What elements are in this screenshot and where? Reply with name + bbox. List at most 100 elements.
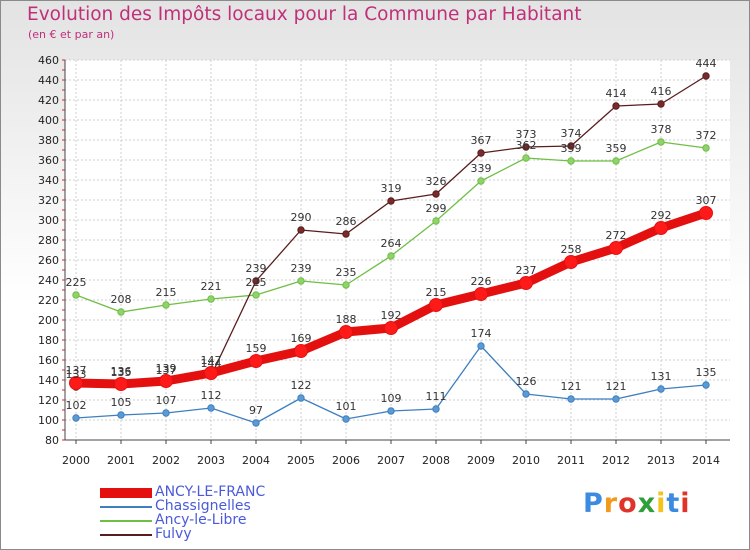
y-tick-label: 240: [38, 274, 59, 287]
legend-swatch: [100, 534, 152, 536]
x-tick-label: 2008: [422, 454, 450, 467]
data-point: [387, 252, 395, 260]
x-tick-label: 2011: [557, 454, 585, 467]
data-label: 137: [156, 364, 177, 377]
y-tick-label: 460: [38, 54, 59, 67]
x-tick-label: 2006: [332, 454, 360, 467]
data-label: 221: [201, 280, 222, 293]
data-point: [519, 276, 533, 290]
x-tick-label: 2014: [692, 454, 720, 467]
y-tick-label: 140: [38, 374, 59, 387]
data-label: 367: [471, 134, 492, 147]
data-point: [252, 419, 260, 427]
data-label: 139: [156, 362, 177, 375]
data-point: [162, 409, 170, 417]
data-point: [432, 190, 440, 198]
y-tick-label: 420: [38, 94, 59, 107]
data-point: [522, 154, 530, 162]
data-point: [207, 295, 215, 303]
data-label: 105: [111, 396, 132, 409]
legend-label: Ancy-le-Libre: [155, 512, 247, 528]
data-label: 133: [66, 368, 87, 381]
data-label: 307: [696, 194, 717, 207]
y-tick-label: 400: [38, 114, 59, 127]
data-label: 126: [516, 375, 537, 388]
data-label: 135: [696, 366, 717, 379]
x-tick-label: 2013: [647, 454, 675, 467]
data-label: 290: [291, 211, 312, 224]
data-label: 226: [471, 275, 492, 288]
data-label: 174: [471, 327, 492, 340]
data-point: [522, 390, 530, 398]
x-tick-label: 2009: [467, 454, 495, 467]
data-point: [699, 206, 713, 220]
x-tick-label: 2012: [602, 454, 630, 467]
data-point: [612, 395, 620, 403]
data-point: [609, 241, 623, 255]
data-point: [477, 149, 485, 157]
data-point: [69, 376, 83, 390]
y-tick-label: 220: [38, 294, 59, 307]
data-label: 215: [426, 286, 447, 299]
data-label: 359: [606, 142, 627, 155]
y-tick-label: 180: [38, 334, 59, 347]
data-point: [657, 138, 665, 146]
data-label: 416: [651, 85, 672, 98]
data-label: 136: [111, 365, 132, 378]
data-point: [477, 177, 485, 185]
data-point: [567, 395, 575, 403]
data-point: [252, 291, 260, 299]
legend-swatch: [100, 520, 152, 522]
logo-letter: t: [666, 488, 681, 519]
data-point: [339, 325, 353, 339]
data-point: [702, 381, 710, 389]
chart-title: Evolution des Impôts locaux pour la Comm…: [27, 4, 582, 25]
data-label: 235: [336, 266, 357, 279]
data-label: 112: [201, 389, 222, 402]
data-point: [72, 414, 80, 422]
data-point: [387, 197, 395, 205]
logo-letter: i: [656, 488, 667, 519]
data-point: [522, 143, 530, 151]
data-point: [657, 100, 665, 108]
data-label: 144: [201, 357, 222, 370]
data-point: [72, 291, 80, 299]
data-label: 147: [201, 354, 222, 367]
data-label: 292: [651, 209, 672, 222]
series-group: [69, 72, 713, 427]
data-point: [252, 277, 260, 285]
data-point: [342, 415, 350, 423]
data-label: 188: [336, 313, 357, 326]
data-label: 97: [249, 404, 263, 417]
data-point: [612, 102, 620, 110]
y-tick-label: 280: [38, 234, 59, 247]
x-tick-label: 2005: [287, 454, 315, 467]
data-point: [342, 230, 350, 238]
data-point: [162, 301, 170, 309]
data-point: [429, 298, 443, 312]
x-tick-label: 2010: [512, 454, 540, 467]
data-point: [117, 411, 125, 419]
proxiti-logo: Proxiti: [583, 488, 691, 519]
data-point: [432, 217, 440, 225]
data-label: 192: [381, 309, 402, 322]
y-tick-label: 120: [38, 394, 59, 407]
x-tick-label: 2000: [62, 454, 90, 467]
data-label: 272: [606, 229, 627, 242]
logo-letter: x: [637, 488, 657, 519]
data-point: [294, 344, 308, 358]
data-point: [384, 321, 398, 335]
data-label: 239: [246, 262, 267, 275]
data-label: 326: [426, 175, 447, 188]
x-tick-label: 2007: [377, 454, 405, 467]
data-point: [702, 72, 710, 80]
logo-letter: i: [680, 488, 691, 519]
data-point: [342, 281, 350, 289]
y-tick-label: 260: [38, 254, 59, 267]
data-label: 137: [66, 364, 87, 377]
data-point: [207, 404, 215, 412]
data-label: 225: [66, 276, 87, 289]
legend-label: Fulvy: [155, 526, 192, 542]
legend-swatch: [100, 488, 152, 498]
x-tick-label: 2002: [152, 454, 180, 467]
